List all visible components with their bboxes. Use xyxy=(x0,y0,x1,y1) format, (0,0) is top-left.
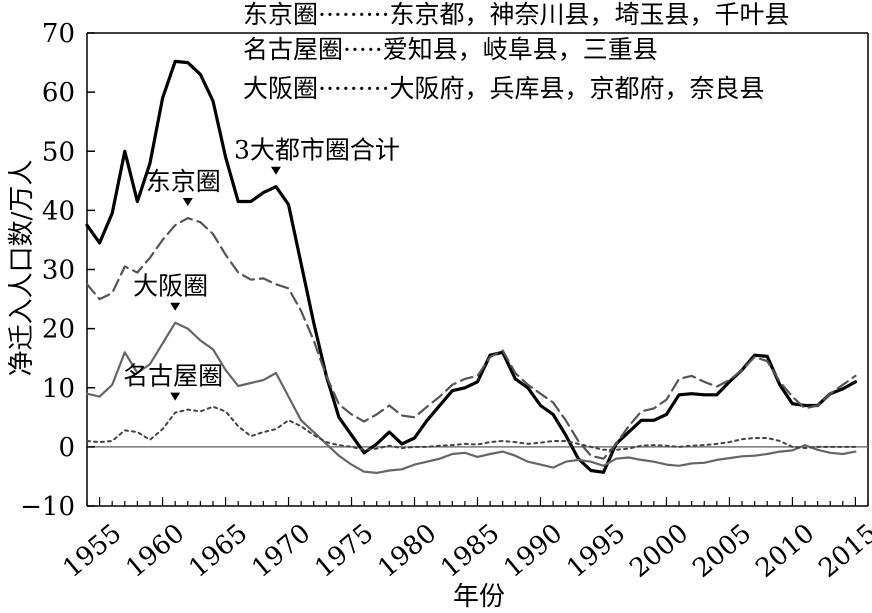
x-tick-label: 1985 xyxy=(435,518,505,584)
legend: 东京圈·········东京都，神奈川县，埼玉县，千叶县 名古屋圈·····爱知… xyxy=(243,0,790,103)
y-tick-label: 60 xyxy=(42,78,75,108)
annotation-arrow-osaka xyxy=(170,302,181,311)
y-axis-title: 净迁入人口数/万人 xyxy=(7,160,37,377)
series-line-total xyxy=(85,59,858,474)
annotation-arrow-tokyo xyxy=(182,198,193,207)
x-tick-label: 2015 xyxy=(813,518,872,584)
y-tick-label: 30 xyxy=(42,256,75,286)
x-tick-label: 1995 xyxy=(561,518,631,584)
y-tick-label: 10 xyxy=(42,374,75,404)
x-tick-label: 2005 xyxy=(687,518,757,584)
y-tick-label: −10 xyxy=(20,492,75,522)
y-tick-label: 70 xyxy=(42,19,75,49)
annotation-label-tokyo: 东京圈 xyxy=(146,167,221,196)
x-tick-label: 1965 xyxy=(183,518,253,584)
y-tick-label: 50 xyxy=(42,137,75,167)
x-tick-label: 1975 xyxy=(309,518,379,584)
x-tick-label: 1955 xyxy=(57,518,127,584)
legend-line-osaka: 大阪圈·········大阪府，兵库县，京都府，奈良县 xyxy=(243,74,765,103)
annotation-label-nagoya: 名古屋圈 xyxy=(123,362,223,391)
y-tick-label: 40 xyxy=(42,196,75,226)
x-tick-label: 2000 xyxy=(624,518,694,584)
series-line-osaka xyxy=(85,321,857,474)
x-tick-label: 1990 xyxy=(498,518,568,584)
y-axis: −10 0 10 20 30 40 50 60 70 xyxy=(20,19,95,522)
x-axis-title: 年份 xyxy=(453,582,505,612)
x-tick-label: 1980 xyxy=(372,518,442,584)
annotation-arrow-nagoya xyxy=(170,392,181,401)
plot-frame xyxy=(86,32,869,507)
y-tick-label: 0 xyxy=(58,433,75,463)
x-tick-label: 1960 xyxy=(120,518,190,584)
annotation-label-total: 3大都市圈合计 xyxy=(234,136,400,165)
annotation-arrow-total xyxy=(270,166,281,175)
series-line-nagoya xyxy=(86,405,857,451)
x-tick-label: 1970 xyxy=(246,518,316,584)
series-layer xyxy=(85,59,858,474)
annotation-label-osaka: 大阪圈 xyxy=(133,272,208,301)
x-tick-label: 2010 xyxy=(750,518,820,584)
x-axis: 1955196019651970197519801985199019952000… xyxy=(57,497,872,584)
y-tick-label: 20 xyxy=(42,315,75,345)
legend-line-nagoya: 名古屋圈·····爱知县，岐阜县，三重县 xyxy=(243,35,658,64)
series-line-tokyo xyxy=(85,217,857,460)
legend-line-tokyo: 东京圈·········东京都，神奈川县，埼玉县，千叶县 xyxy=(243,0,790,29)
